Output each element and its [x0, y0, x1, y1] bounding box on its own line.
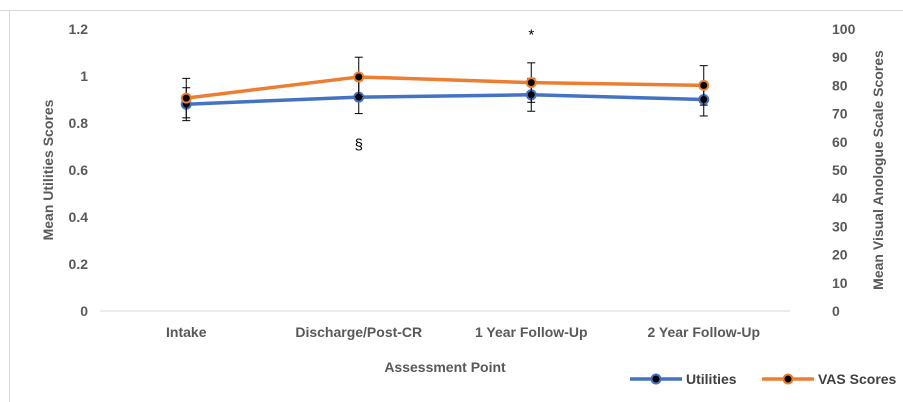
data-point — [525, 77, 537, 89]
x-tick-label: Intake — [166, 324, 207, 340]
annotations: *§ — [355, 27, 535, 154]
series-line — [184, 93, 706, 106]
y2-tick-label: 10 — [832, 275, 848, 291]
y-tick-label: 0 — [80, 303, 88, 319]
legend-item: Utilities — [630, 371, 737, 387]
y2-tick-label: 50 — [832, 162, 848, 178]
y2-tick-label: 100 — [832, 21, 856, 37]
y-tick-label: 0.8 — [69, 115, 89, 131]
x-axis-title: Assessment Point — [384, 359, 506, 375]
x-tick-label: Discharge/Post-CR — [295, 324, 422, 340]
y2-tick-label: 90 — [832, 49, 848, 65]
y2-tick-label: 60 — [832, 134, 848, 150]
annotation: § — [355, 137, 363, 154]
y-tick-label: 0.2 — [69, 256, 89, 272]
legend-label: Utilities — [686, 371, 737, 387]
left-axis-ticks: 0 0.2 0.4 0.6 0.8 1 1.2 — [69, 21, 89, 319]
legend-marker — [650, 373, 662, 385]
plot-area — [180, 56, 710, 122]
y2-tick-label: 40 — [832, 190, 848, 206]
data-point — [353, 71, 365, 83]
data-point — [180, 92, 192, 104]
series-2 — [180, 56, 710, 119]
y2-tick-label: 80 — [832, 77, 848, 93]
y2-tick-label: 70 — [832, 106, 848, 122]
y2-tick-label: 0 — [832, 303, 840, 319]
legend-label: VAS Scores — [818, 371, 897, 387]
annotation: * — [528, 27, 534, 44]
legend-marker — [782, 373, 794, 385]
data-point — [698, 79, 710, 91]
series-line — [184, 75, 706, 100]
y-axis-title: Mean Utilities Scores — [40, 99, 56, 240]
y2-tick-label: 20 — [832, 247, 848, 263]
legend: Utilities VAS Scores — [630, 371, 897, 387]
y-tick-label: 0.6 — [69, 162, 89, 178]
y-tick-label: 1 — [80, 68, 88, 84]
x-tick-label: 1 Year Follow-Up — [475, 324, 588, 340]
y2-axis-title: Mean Visual Anologue Scale Scores — [870, 50, 886, 290]
y-tick-label: 1.2 — [69, 21, 89, 37]
y2-tick-label: 30 — [832, 218, 848, 234]
right-axis-ticks: 0 10 20 30 40 50 60 70 80 90 100 — [832, 21, 856, 319]
x-tick-label: 2 Year Follow-Up — [647, 324, 760, 340]
x-axis-ticks: Intake Discharge/Post-CR 1 Year Follow-Up 2… — [166, 324, 760, 340]
y-tick-label: 0.4 — [69, 209, 89, 225]
legend-item: VAS Scores — [762, 371, 897, 387]
